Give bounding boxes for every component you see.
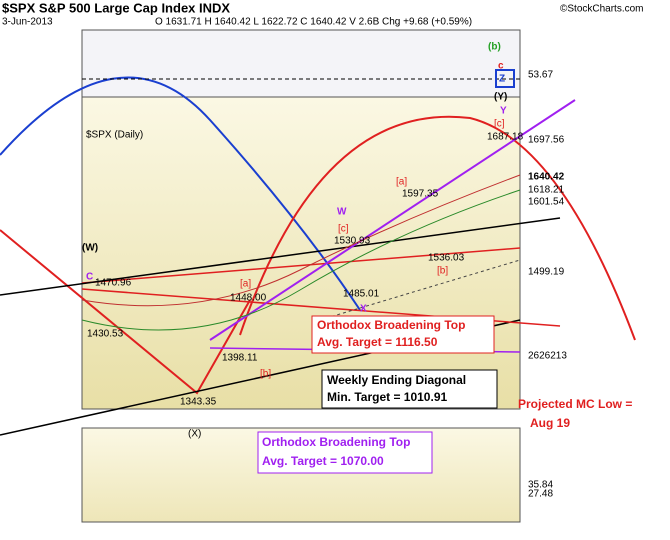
price-tag: 1697.56 [528, 135, 565, 146]
annotation: Orthodox Broadening Top [262, 435, 410, 449]
price-tag: 53.67 [528, 70, 553, 81]
annotation-box [311, 315, 495, 354]
ma-green [81, 189, 521, 331]
price-tag: 35.84 [528, 480, 553, 491]
price-label: 1530.93 [334, 236, 371, 247]
wave-label: (Y) [494, 92, 507, 103]
price-tag: 27.48 [528, 489, 553, 500]
wave-label: [b] [260, 369, 271, 380]
wave-label: [a] [396, 177, 407, 188]
price-label: 1448.00 [230, 293, 267, 304]
wave-label: (W) [82, 243, 98, 254]
price-tag: 1640.42 [528, 172, 565, 183]
rsi-panel [81, 29, 521, 98]
price-tag: 1601.54 [528, 197, 565, 208]
wave-label: [c] [338, 224, 349, 235]
wave-label: W [337, 207, 347, 218]
title: $SPX S&P 500 Large Cap Index INDX [2, 0, 230, 15]
ma-red [81, 174, 521, 307]
price-label: 1536.03 [428, 253, 465, 264]
wave-label: (b) [488, 42, 501, 53]
price-label: 1485.01 [343, 289, 380, 300]
wave-label: c [498, 61, 504, 72]
date: 3-Jun-2013 [2, 17, 53, 28]
price-label: 1687.18 [487, 132, 524, 143]
wave-label: Y [500, 106, 507, 117]
purple-upper [209, 99, 576, 341]
wave-label: C [86, 272, 93, 283]
ohlc: O 1631.71 H 1640.42 L 1622.72 C 1640.42 … [155, 17, 472, 28]
price-tag: 1618.21 [528, 185, 565, 196]
box [495, 69, 515, 88]
red-support [81, 247, 521, 284]
red-line [0, 229, 251, 395]
wave-label: Z [499, 74, 505, 85]
price-label: 1430.53 [87, 329, 124, 340]
wave-label: (X) [188, 429, 201, 440]
dotted-line [319, 259, 521, 321]
annotation: Orthodox Broadening Top [317, 318, 465, 332]
price-label: 1343.35 [180, 397, 217, 408]
wave-label: [c] [494, 119, 505, 130]
annotation: Weekly Ending Diagonal [327, 373, 466, 387]
wave-label: [a] [240, 279, 251, 290]
annotation-box [257, 431, 433, 474]
price-label: 1470.96 [95, 278, 132, 289]
legend-entry: $SPX (Daily) [86, 130, 143, 141]
price-tag: 1499.19 [528, 267, 565, 278]
annotation: Projected MC Low = [518, 397, 632, 411]
source: ©StockCharts.com [560, 4, 644, 15]
red-arc [239, 115, 636, 341]
annotation: Avg. Target = 1116.50 [317, 335, 438, 349]
annotation-box [321, 369, 498, 409]
annotation: Avg. Target = 1070.00 [262, 454, 384, 468]
annotation: Min. Target = 1010.91 [327, 390, 447, 404]
black-upper [0, 217, 561, 296]
price-label: 1398.11 [222, 353, 258, 364]
wave-label: [b] [437, 266, 448, 277]
price-tag: 2626213 [528, 351, 567, 362]
annotation: Aug 19 [530, 416, 570, 430]
price-label: 1597.35 [402, 189, 439, 200]
wave-label: X [360, 304, 367, 315]
